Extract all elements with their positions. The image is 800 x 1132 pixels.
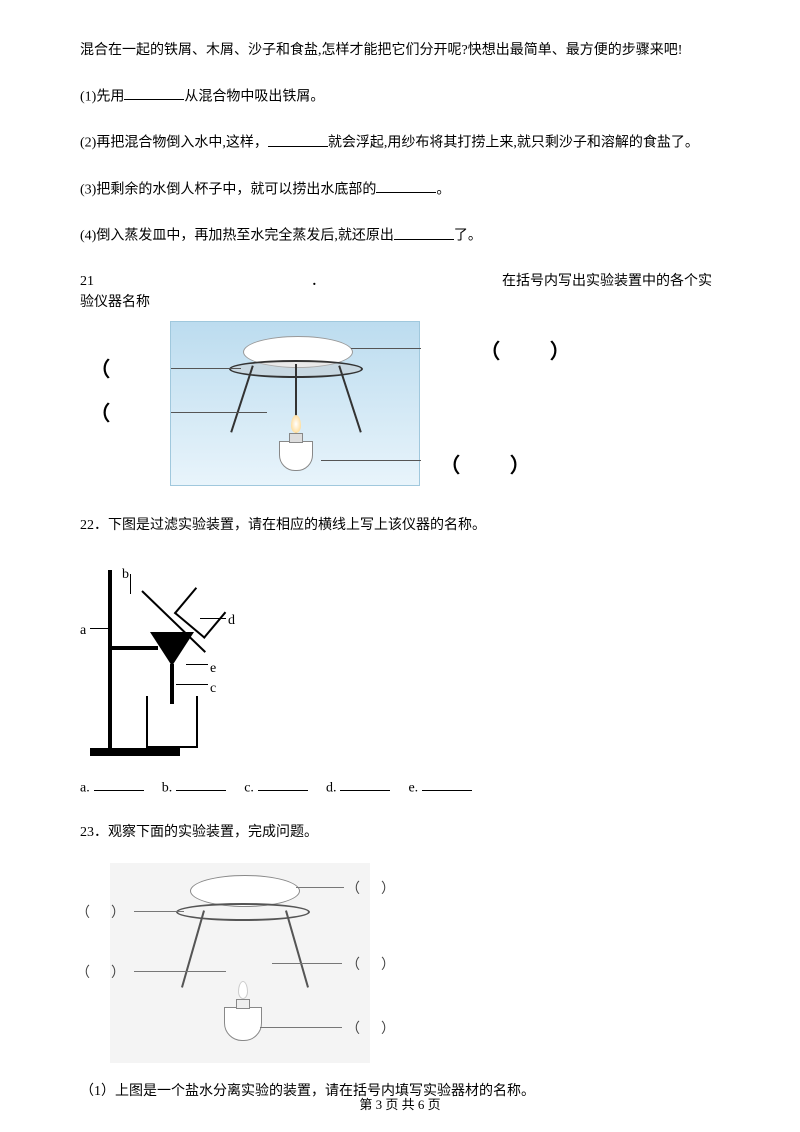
alcohol-lamp-icon — [271, 421, 321, 471]
q21-text: 在括号内写出实验装置中的各个实验仪器名称 — [80, 274, 712, 310]
apparatus-image — [170, 321, 420, 486]
lamp-body-icon — [224, 1007, 262, 1041]
paren-1[interactable]: （ ） — [346, 879, 395, 900]
flame-icon — [238, 981, 248, 999]
pointer-icon — [296, 887, 344, 888]
label-e: e — [210, 658, 216, 679]
q22-answer-line: a. b. c. d. e. — [80, 776, 720, 798]
q21: 21 ． 在括号内写出实验装置中的各个实验仪器名称 （ （ （ ） （ ） — [80, 271, 720, 491]
q20-s3-a: (3)把剩余的水倒人杯子中，就可以捞出水底部的 — [80, 182, 376, 197]
q21-figure: （ （ （ ） （ ） — [80, 321, 720, 491]
pointer-icon — [186, 664, 208, 665]
paren-5[interactable]: （ ） — [346, 1019, 395, 1040]
q23-heading: 23．观察下面的实验装置，完成问题。 — [80, 822, 720, 843]
q20-step1: (1)先用 从混合物中吸出铁屑。 — [80, 85, 720, 107]
label-d: d — [228, 610, 235, 631]
pointer-icon — [200, 618, 226, 619]
intro-text: 混合在一起的铁屑、木屑、沙子和食盐,怎样才能把它们分开呢?快想出最简单、最方便的… — [80, 40, 720, 61]
stand-base-icon — [90, 748, 180, 756]
bracket-left-1[interactable]: （ — [90, 355, 110, 385]
lbl-a: a. — [80, 780, 90, 795]
tripod-icon — [180, 909, 310, 989]
q21-num: 21 — [80, 274, 94, 289]
paren-3[interactable]: （ ） — [76, 963, 125, 984]
pointer-icon — [272, 963, 342, 964]
q22-heading: 22．下图是过滤实验装置，请在相应的横线上写上该仪器的名称。 — [80, 515, 720, 536]
blank[interactable] — [268, 131, 328, 146]
blank-a[interactable] — [94, 776, 144, 791]
pointer-icon — [130, 574, 131, 594]
footer-a: 第 — [359, 1097, 375, 1112]
bracket-left-4[interactable]: （ — [440, 451, 460, 481]
q21-dot: ． — [311, 274, 325, 289]
q20-step3: (3)把剩余的水倒人杯子中，就可以捞出水底部的 。 — [80, 178, 720, 200]
pointer-icon — [134, 911, 184, 912]
blank[interactable] — [124, 85, 184, 100]
paren-2[interactable]: （ ） — [76, 903, 125, 924]
pointer-icon — [351, 348, 421, 349]
pointer-icon — [90, 628, 110, 629]
pointer-icon — [321, 460, 421, 461]
pointer-icon — [260, 1027, 342, 1028]
q20-s4-b: 了。 — [454, 229, 482, 244]
footer-c: 页 — [424, 1097, 440, 1112]
lbl-b: b. — [162, 780, 173, 795]
pointer-icon — [171, 368, 241, 369]
q20-s3-b: 。 — [436, 182, 450, 197]
page-footer: 第 3 页 共 6 页 — [0, 1095, 800, 1115]
blank[interactable] — [394, 224, 454, 239]
pointer-icon — [171, 412, 267, 413]
q20-s2-b: 就会浮起,用纱布将其打捞上来,就只剩沙子和溶解的食盐了。 — [328, 136, 699, 151]
q20-s1-a: (1)先用 — [80, 89, 124, 104]
filtration-diagram: a b c d e — [80, 560, 260, 760]
footer-b: 页 共 — [382, 1097, 418, 1112]
q20-s2-a: (2)再把混合物倒入水中,这样， — [80, 136, 268, 151]
bracket-left-3[interactable]: （ — [480, 337, 500, 367]
label-a: a — [80, 620, 86, 641]
paren-4[interactable]: （ ） — [346, 955, 395, 976]
q20-step2: (2)再把混合物倒入水中,这样， 就会浮起,用纱布将其打捞上来,就只剩沙子和溶解的… — [80, 131, 720, 153]
blank-d[interactable] — [340, 776, 390, 791]
lbl-c: c. — [244, 780, 254, 795]
bracket-right-4[interactable]: ） — [510, 451, 530, 481]
beaker-bottom-icon — [146, 696, 198, 748]
q20-s4-a: (4)倒入蒸发皿中，再加热至水完全蒸发后,就还原出 — [80, 229, 394, 244]
pointer-icon — [176, 684, 208, 685]
bracket-left-2[interactable]: （ — [90, 399, 110, 429]
label-c: c — [210, 678, 216, 699]
bracket-right-3[interactable]: ） — [550, 337, 570, 367]
blank-e[interactable] — [422, 776, 472, 791]
blank[interactable] — [376, 178, 436, 193]
lbl-d: d. — [326, 780, 337, 795]
lamp-neck-icon — [236, 999, 250, 1009]
pointer-icon — [134, 971, 226, 972]
blank-c[interactable] — [258, 776, 308, 791]
blank-b[interactable] — [176, 776, 226, 791]
label-b: b — [122, 564, 129, 585]
q21-heading: 21 ． 在括号内写出实验装置中的各个实验仪器名称 — [80, 271, 720, 313]
lbl-e: e. — [408, 780, 418, 795]
q23-apparatus-image: （ ） （ ） （ ） （ ） （ ） — [110, 863, 370, 1063]
q20-s1-b: 从混合物中吸出铁屑。 — [184, 89, 324, 104]
q20-step4: (4)倒入蒸发皿中，再加热至水完全蒸发后,就还原出 了。 — [80, 224, 720, 246]
stand-rod-icon — [108, 570, 112, 750]
